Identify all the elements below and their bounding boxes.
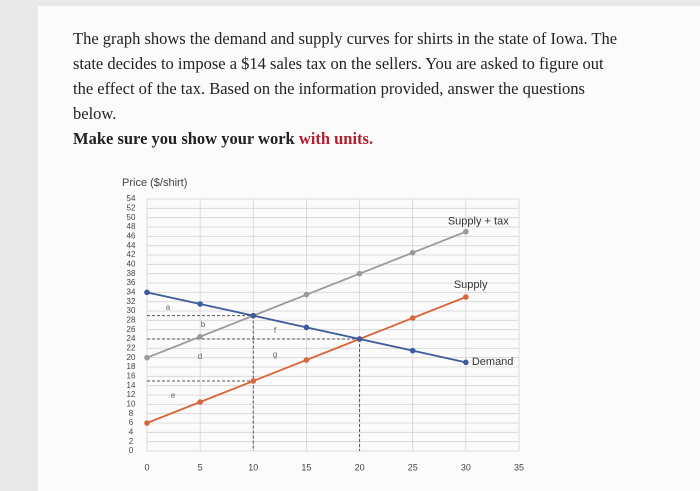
x-tick-label: 0 bbox=[144, 462, 149, 472]
point bbox=[463, 294, 469, 300]
point bbox=[463, 228, 469, 235]
y-tick-label: 30 bbox=[127, 306, 136, 315]
y-tick-label: 38 bbox=[127, 269, 136, 278]
point bbox=[303, 291, 310, 298]
y-tick-label: 18 bbox=[127, 362, 136, 371]
series-label: Supply bbox=[454, 279, 488, 291]
y-tick-label: 32 bbox=[127, 297, 136, 306]
point bbox=[303, 357, 310, 363]
x-tick-label: 10 bbox=[248, 462, 258, 472]
question-text: The graph shows the demand and supply cu… bbox=[73, 26, 618, 151]
point bbox=[250, 378, 257, 384]
series-label: Supply + tax bbox=[448, 216, 509, 228]
point bbox=[197, 301, 203, 307]
y-tick-label: 42 bbox=[127, 250, 136, 259]
y-tick-label: 20 bbox=[127, 353, 136, 362]
y-tick-label: 10 bbox=[127, 399, 136, 408]
y-tick-label: 54 bbox=[127, 194, 136, 203]
y-tick-label: 50 bbox=[127, 213, 136, 222]
area-label: d bbox=[198, 352, 202, 361]
area-label: f bbox=[274, 326, 277, 335]
series-label: Demand bbox=[472, 356, 514, 368]
point bbox=[197, 333, 203, 340]
y-tick-label: 22 bbox=[127, 343, 136, 352]
point bbox=[409, 249, 416, 256]
point bbox=[250, 312, 257, 319]
paper bbox=[38, 6, 700, 491]
y-tick-label: 6 bbox=[129, 418, 134, 427]
point bbox=[409, 347, 416, 354]
y-tick-label: 0 bbox=[129, 446, 134, 455]
area-label: b bbox=[201, 320, 206, 329]
y-tick-label: 36 bbox=[127, 278, 136, 287]
y-tick-label: 44 bbox=[127, 241, 136, 250]
point bbox=[144, 354, 150, 361]
y-tick-label: 14 bbox=[127, 381, 136, 390]
point bbox=[144, 420, 150, 426]
y-tick-label: 40 bbox=[127, 259, 136, 268]
instruction: Make sure you show your work bbox=[73, 129, 295, 148]
point bbox=[356, 270, 363, 277]
x-tick-label: 35 bbox=[514, 462, 524, 472]
y-tick-label: 4 bbox=[129, 427, 134, 436]
paragraph: The graph shows the demand and supply cu… bbox=[73, 29, 618, 123]
point bbox=[197, 399, 203, 405]
y-tick-label: 46 bbox=[127, 231, 136, 240]
x-tick-label: 30 bbox=[461, 462, 471, 472]
x-tick-label: 15 bbox=[301, 462, 311, 472]
y-tick-label: 12 bbox=[127, 390, 136, 399]
y-tick-label: 34 bbox=[127, 287, 136, 296]
emphasis: with units. bbox=[298, 129, 374, 148]
point bbox=[409, 315, 416, 321]
point bbox=[303, 324, 310, 331]
point bbox=[356, 336, 363, 342]
y-tick-label: 26 bbox=[127, 325, 136, 334]
x-tick-label: 25 bbox=[408, 462, 418, 472]
point bbox=[463, 359, 469, 366]
area-label: g bbox=[273, 350, 277, 359]
y-tick-label: 28 bbox=[127, 315, 136, 324]
area-label: a bbox=[166, 303, 171, 312]
area-label: e bbox=[171, 391, 176, 400]
y-axis-label: Price ($/shirt) bbox=[122, 177, 187, 189]
y-tick-label: 16 bbox=[127, 371, 136, 380]
y-tick-label: 2 bbox=[129, 437, 134, 446]
point bbox=[144, 289, 150, 296]
y-tick-label: 24 bbox=[127, 334, 136, 343]
y-tick-label: 8 bbox=[129, 409, 134, 418]
x-tick-label: 20 bbox=[355, 462, 365, 472]
y-tick-label: 52 bbox=[127, 203, 136, 212]
x-tick-label: 5 bbox=[198, 462, 203, 472]
y-tick-label: 48 bbox=[127, 222, 136, 231]
